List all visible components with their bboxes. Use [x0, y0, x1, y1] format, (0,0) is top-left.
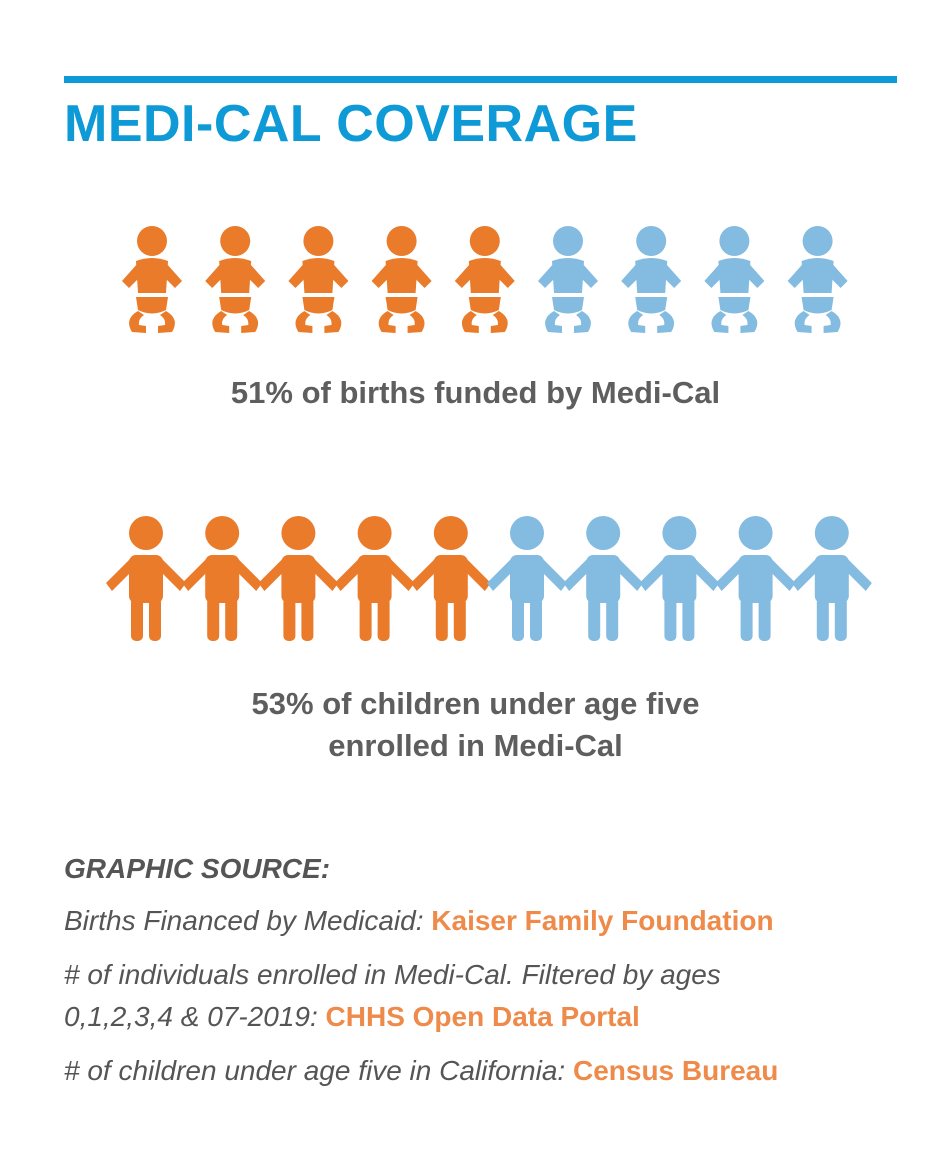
- children-caption: 53% of children under age five enrolled …: [0, 683, 951, 767]
- child-icon: [563, 516, 644, 641]
- child-icon: [791, 516, 872, 641]
- baby-icon: [538, 226, 598, 333]
- births-caption: 51% of births funded by Medi-Cal: [230, 375, 721, 410]
- baby-icon: [704, 226, 765, 333]
- source-item-births: Births Financed by Medicaid: Kaiser Fami…: [64, 900, 924, 942]
- baby-icon: [371, 226, 432, 333]
- children-caption-line-1: 53% of children under age five: [251, 686, 700, 721]
- source-item-enrollment: # of individuals enrolled in Medi-Cal. F…: [64, 954, 924, 1038]
- child-icon: [106, 516, 186, 641]
- baby-icon: [454, 226, 515, 333]
- baby-icon: [621, 226, 682, 333]
- source-text: 0,1,2,3,4 & 07-2019:: [64, 1001, 326, 1032]
- baby-icon: [205, 226, 266, 333]
- child-icon: [334, 516, 415, 641]
- source-text: Births Financed by Medicaid:: [64, 905, 432, 936]
- baby-icon: [122, 226, 182, 333]
- children-pictograph: [106, 516, 872, 641]
- children-caption-line-2: enrolled in Medi-Cal: [328, 728, 623, 763]
- source-link-chhs[interactable]: CHHS Open Data Portal: [325, 1001, 640, 1032]
- sources-heading: GRAPHIC SOURCE:: [64, 853, 331, 884]
- child-icon: [182, 516, 263, 641]
- child-icon: [487, 516, 567, 641]
- baby-icon: [288, 226, 349, 333]
- sources-section: GRAPHIC SOURCE: Births Financed by Medic…: [64, 848, 924, 1104]
- child-icon: [715, 516, 796, 641]
- source-item-census: # of children under age five in Californ…: [64, 1050, 924, 1092]
- source-text: # of children under age five in Californ…: [64, 1055, 573, 1086]
- child-icon: [639, 516, 720, 641]
- child-icon: [258, 516, 339, 641]
- baby-icon: [787, 226, 848, 333]
- source-link-census[interactable]: Census Bureau: [572, 1055, 779, 1086]
- source-text: # of individuals enrolled in Medi-Cal. F…: [64, 959, 721, 990]
- child-icon: [410, 516, 491, 641]
- source-link-kaiser[interactable]: Kaiser Family Foundation: [431, 905, 774, 936]
- title-rule: [64, 76, 897, 83]
- page-title: MEDI-CAL COVERAGE: [64, 95, 638, 153]
- births-pictograph: [122, 226, 848, 333]
